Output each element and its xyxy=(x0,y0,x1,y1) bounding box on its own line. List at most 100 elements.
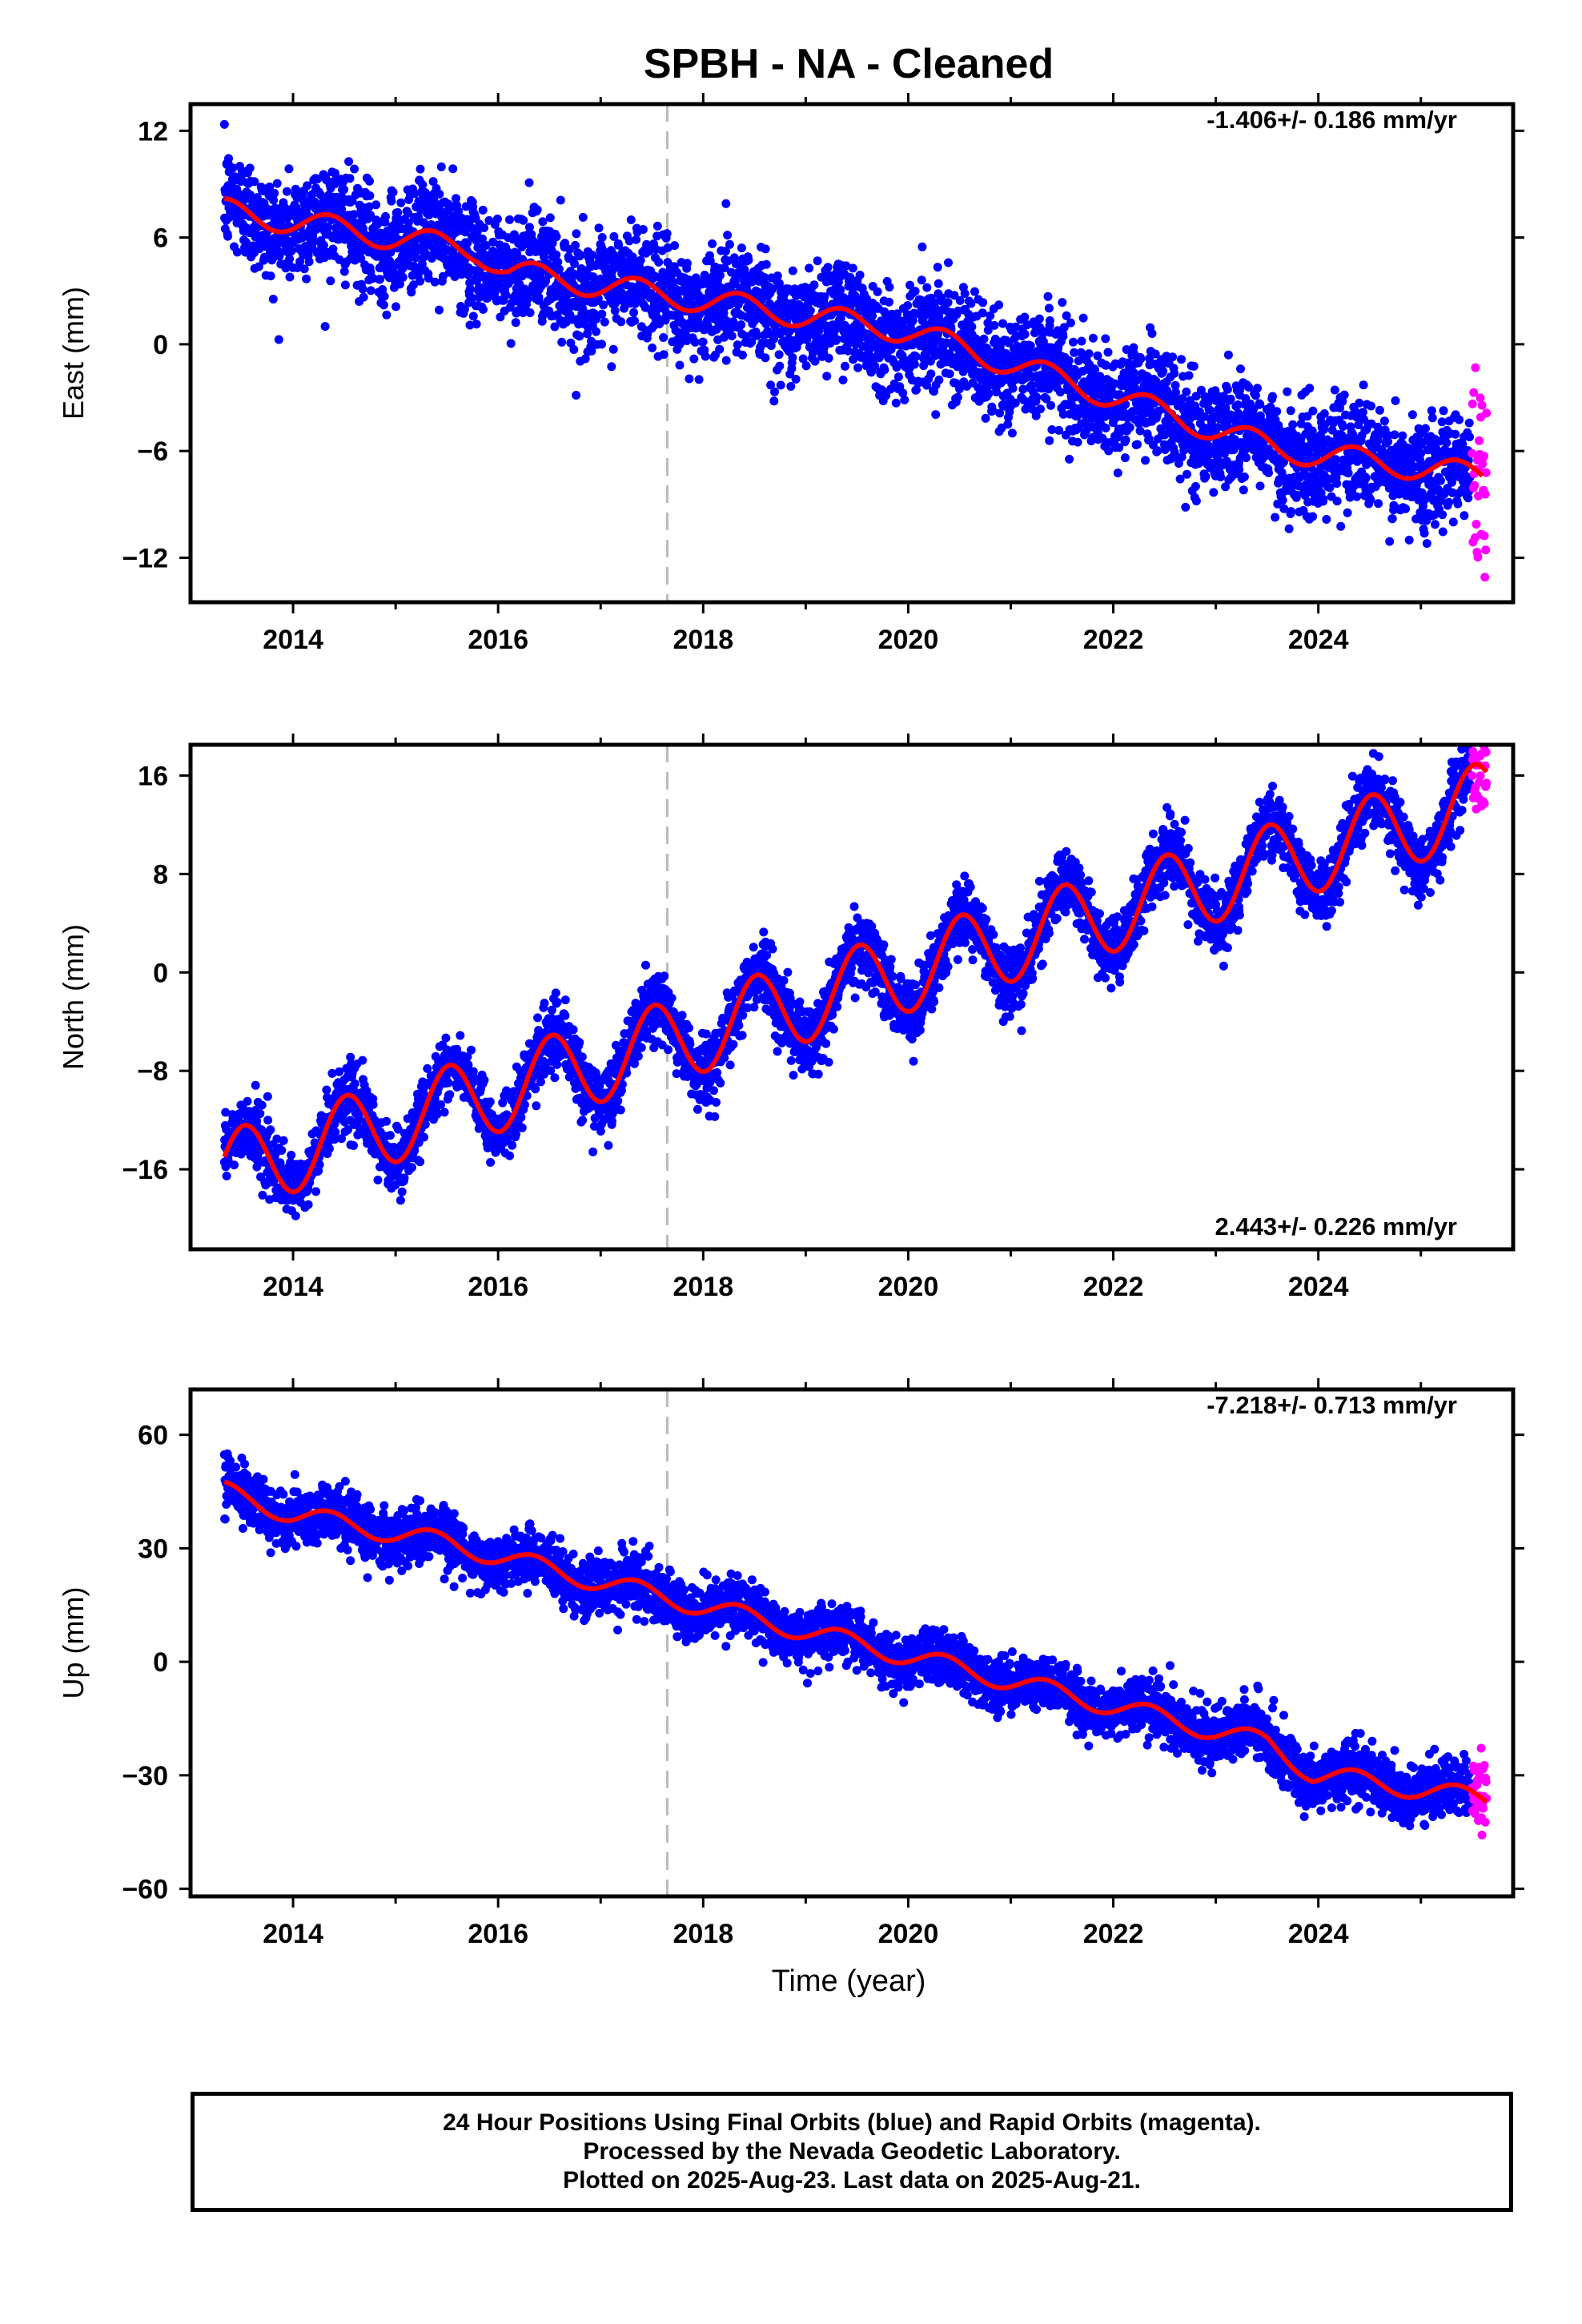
data-point xyxy=(1147,329,1157,338)
data-point xyxy=(721,247,730,256)
data-point xyxy=(319,240,328,250)
data-point xyxy=(269,195,279,205)
data-point xyxy=(715,344,725,354)
data-point xyxy=(900,395,909,404)
data-point xyxy=(1201,472,1211,481)
data-point xyxy=(781,298,790,308)
data-point xyxy=(853,363,863,372)
data-point xyxy=(346,1052,355,1062)
data-point xyxy=(519,215,528,225)
data-point xyxy=(576,251,584,259)
data-point xyxy=(819,343,829,352)
data-point xyxy=(1480,573,1490,582)
data-point xyxy=(1170,380,1180,390)
data-point xyxy=(933,263,942,272)
data-point xyxy=(1343,508,1352,517)
data-point xyxy=(725,239,734,249)
data-point xyxy=(838,376,848,384)
data-point xyxy=(1141,456,1150,465)
data-point xyxy=(324,1144,334,1153)
data-point xyxy=(1287,507,1296,517)
data-point xyxy=(523,295,532,304)
data-point xyxy=(250,177,259,187)
data-point xyxy=(881,391,891,400)
x-tick-label: 2022 xyxy=(1083,625,1144,655)
data-point xyxy=(1104,446,1114,456)
data-point xyxy=(1133,440,1142,449)
data-point xyxy=(366,286,375,296)
data-point xyxy=(1235,384,1245,394)
data-point xyxy=(1151,376,1161,385)
data-point xyxy=(848,263,857,273)
data-point xyxy=(335,1067,344,1076)
data-point xyxy=(527,230,536,239)
data-point xyxy=(379,292,389,301)
data-point xyxy=(694,375,704,384)
data-point xyxy=(1239,485,1248,495)
data-point xyxy=(670,241,680,251)
data-point xyxy=(1153,446,1162,456)
data-point xyxy=(1129,368,1138,378)
data-point xyxy=(675,360,685,370)
data-point xyxy=(1358,408,1367,417)
data-point xyxy=(277,1146,287,1155)
data-point xyxy=(1451,429,1460,439)
data-point xyxy=(953,392,962,402)
data-point xyxy=(488,237,498,247)
data-point xyxy=(303,1200,313,1209)
data-point xyxy=(1168,352,1178,362)
data-point xyxy=(506,339,516,348)
data-point xyxy=(1191,392,1201,401)
data-point xyxy=(472,320,481,329)
data-point xyxy=(228,163,238,173)
data-point xyxy=(436,162,446,171)
data-point xyxy=(1339,390,1349,400)
data-point xyxy=(221,1108,231,1117)
data-point xyxy=(644,246,654,255)
data-point xyxy=(934,279,943,288)
data-point xyxy=(492,214,502,223)
data-point xyxy=(1283,387,1292,396)
data-point xyxy=(721,199,731,208)
data-point xyxy=(1088,333,1098,343)
data-point xyxy=(1284,524,1294,533)
data-point xyxy=(616,317,626,327)
data-point xyxy=(1125,423,1134,432)
data-point xyxy=(822,372,832,381)
data-point xyxy=(917,242,927,251)
data-point xyxy=(1374,499,1383,509)
data-point xyxy=(418,180,428,190)
data-point xyxy=(555,264,564,274)
data-point xyxy=(995,408,1005,418)
data-point xyxy=(588,251,597,260)
data-point xyxy=(737,320,746,329)
data-point xyxy=(411,253,420,263)
data-point xyxy=(1431,520,1439,529)
data-point xyxy=(629,308,638,317)
data-point xyxy=(994,300,1004,310)
data-point xyxy=(270,188,279,198)
data-point xyxy=(986,311,995,320)
data-point xyxy=(1221,482,1231,492)
data-point xyxy=(614,240,623,250)
data-point xyxy=(610,306,620,316)
data-point xyxy=(1103,348,1113,357)
data-point xyxy=(1222,456,1231,466)
data-point xyxy=(1469,388,1479,397)
data-point xyxy=(365,191,375,200)
data-point xyxy=(1427,406,1436,416)
data-point xyxy=(1401,504,1411,513)
data-point xyxy=(284,164,294,174)
data-point xyxy=(1101,424,1110,432)
data-point xyxy=(252,1116,262,1126)
data-point xyxy=(285,272,295,282)
data-point xyxy=(343,1125,352,1135)
data-point xyxy=(1438,527,1447,537)
data-point xyxy=(287,1150,296,1160)
data-point xyxy=(761,353,770,363)
data-point xyxy=(311,1187,321,1196)
data-point xyxy=(1032,392,1042,402)
data-point xyxy=(1182,469,1191,479)
data-point xyxy=(1113,468,1122,478)
data-point xyxy=(873,287,882,296)
